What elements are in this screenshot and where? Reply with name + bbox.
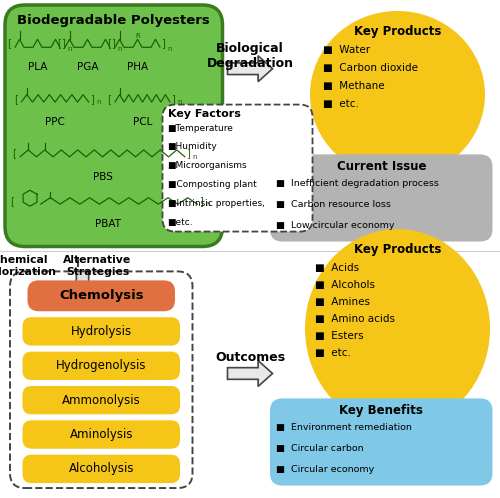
FancyBboxPatch shape [22,386,180,414]
Text: Ammonolysis: Ammonolysis [62,393,140,407]
Text: ■  Esters: ■ Esters [315,331,364,341]
Text: ]: ] [90,94,94,104]
Text: Key Factors: Key Factors [168,109,242,119]
Text: ]: ] [162,38,166,48]
Text: ■Microorganisms: ■Microorganisms [168,161,247,170]
Text: ■  etc.: ■ etc. [322,99,358,109]
FancyBboxPatch shape [28,280,175,311]
Text: ■  Acids: ■ Acids [315,263,359,273]
Text: ■  Circular carbon: ■ Circular carbon [276,444,364,453]
Text: PGA: PGA [77,62,98,72]
Text: ■  etc.: ■ etc. [315,348,351,358]
Text: PBS: PBS [92,172,112,182]
Text: ■  Circular economy: ■ Circular economy [276,465,374,474]
FancyBboxPatch shape [162,105,312,232]
Text: ■  Carbon resource loss: ■ Carbon resource loss [276,200,391,209]
Text: n: n [178,99,182,105]
FancyBboxPatch shape [22,455,180,483]
Text: ■Composting plant: ■Composting plant [168,180,256,189]
FancyBboxPatch shape [5,5,222,247]
Text: Outcomes: Outcomes [215,351,285,364]
Text: Chemolysis: Chemolysis [59,289,144,302]
Text: [: [ [108,94,112,104]
Text: ■Humidity: ■Humidity [168,142,217,151]
Text: [: [ [14,94,18,104]
Text: ■  Carbon dioxide: ■ Carbon dioxide [322,63,418,73]
Text: [: [ [7,38,11,48]
Text: PHA: PHA [127,62,148,72]
Text: n: n [205,201,210,207]
Text: Key Benefits: Key Benefits [340,404,423,417]
Text: [: [ [12,148,16,158]
Text: PCL: PCL [133,117,152,127]
Text: Hydrogenolysis: Hydrogenolysis [56,359,146,373]
Text: Hydrolysis: Hydrolysis [70,325,132,338]
Text: n: n [96,99,101,105]
FancyBboxPatch shape [22,317,180,346]
Text: ]: ] [199,196,203,206]
Ellipse shape [305,229,490,428]
Text: Current Issue: Current Issue [336,160,426,173]
Text: ■  Inefficient degradation process: ■ Inefficient degradation process [276,179,439,188]
Text: R: R [135,33,140,39]
Text: ]: ] [112,38,116,48]
Text: [: [ [57,38,61,48]
Text: ■etc.: ■etc. [168,218,193,227]
FancyArrow shape [69,271,96,309]
Text: Key Products: Key Products [354,25,441,38]
FancyBboxPatch shape [22,352,180,380]
FancyArrow shape [228,361,272,386]
Text: Alcoholysis: Alcoholysis [68,462,134,476]
Text: Biodegradable Polyesters: Biodegradable Polyesters [18,14,210,27]
Text: ■  Alcohols: ■ Alcohols [315,280,375,290]
FancyBboxPatch shape [270,154,492,242]
Text: n: n [68,46,72,52]
Text: Alternative
Strategies: Alternative Strategies [64,255,132,277]
Text: n: n [118,46,122,52]
Text: ■Intrinsic properties,: ■Intrinsic properties, [168,199,264,208]
Text: ■  Methane: ■ Methane [322,81,384,91]
Text: PPC: PPC [45,117,65,127]
Text: ■  Low circular economy: ■ Low circular economy [276,221,394,230]
Text: ■Temperature: ■Temperature [168,124,234,132]
Text: ]: ] [172,94,175,104]
Text: Aminolysis: Aminolysis [70,428,133,441]
Text: [: [ [107,38,111,48]
Text: [: [ [10,196,14,206]
Text: PBAT: PBAT [94,219,120,229]
Text: ■  Environment remediation: ■ Environment remediation [276,423,412,432]
Text: ]: ] [186,148,190,158]
Text: ■  Amines: ■ Amines [315,297,370,307]
Text: PLA: PLA [28,62,47,72]
FancyArrow shape [228,56,272,82]
Text: ]: ] [62,38,66,48]
Text: n: n [168,46,172,52]
Ellipse shape [310,11,485,178]
Text: ■  Water: ■ Water [322,45,370,55]
Text: Key Products: Key Products [354,243,441,256]
Text: n: n [192,154,197,160]
FancyBboxPatch shape [10,271,192,488]
Text: Biological
Degradation: Biological Degradation [206,42,294,70]
FancyBboxPatch shape [22,420,180,449]
FancyBboxPatch shape [270,398,492,486]
Text: Chemical
Valorization: Chemical Valorization [0,255,56,277]
Text: ■  Amino acids: ■ Amino acids [315,314,395,324]
